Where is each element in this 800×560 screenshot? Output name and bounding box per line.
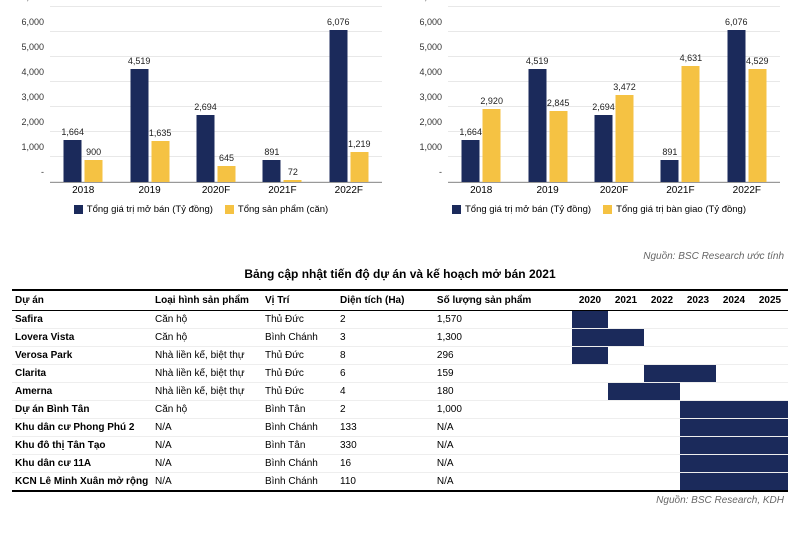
table-row: KCN Lê Minh Xuân mở rộngN/ABình Chánh110…	[12, 473, 788, 492]
col-header: 2023	[680, 290, 716, 311]
table-row: Khu dân cư Phong Phú 2N/ABình Chánh133N/…	[12, 419, 788, 437]
table-row: Dự án Bình TânCăn hộBình Tân21,000	[12, 401, 788, 419]
col-header: 2020	[572, 290, 608, 311]
col-header: 2022	[644, 290, 680, 311]
table-row: AmernaNhà liền kế, biệt thựThủ Đức4180	[12, 383, 788, 401]
project-table: Dự ánLoại hình sản phẩmVị TríDiện tích (…	[12, 289, 788, 492]
source-1: Nguồn: BSC Research ước tính	[16, 251, 784, 262]
table-row: Verosa ParkNhà liền kế, biệt thựThủ Đức8…	[12, 347, 788, 365]
col-header: Diện tích (Ha)	[337, 290, 434, 311]
col-header: Loại hình sản phẩm	[152, 290, 262, 311]
source-2: Nguồn: BSC Research, KDH	[16, 495, 784, 506]
table-row: ClaritaNhà liền kế, biệt thựThủ Đức6159	[12, 365, 788, 383]
chart-right: -1,0002,0003,0004,0005,0006,0007,0001,66…	[410, 8, 788, 248]
chart-left: -1,0002,0003,0004,0005,0006,0007,0001,66…	[12, 8, 390, 248]
col-header: 2024	[716, 290, 752, 311]
table-title: Bảng cập nhật tiến độ dự án và kế hoạch …	[12, 267, 788, 281]
col-header: Vị Trí	[262, 290, 337, 311]
col-header: 2021	[608, 290, 644, 311]
table-row: Lovera VistaCăn hộBình Chánh31,300	[12, 329, 788, 347]
table-row: SafiraCăn hộThủ Đức21,570	[12, 311, 788, 329]
col-header: Dự án	[12, 290, 152, 311]
table-row: Khu dân cư 11AN/ABình Chánh16N/A	[12, 455, 788, 473]
table-row: Khu đô thị Tân TạoN/ABình Tân330N/A	[12, 437, 788, 455]
col-header: 2025	[752, 290, 788, 311]
col-header: Số lượng sản phẩm	[434, 290, 572, 311]
